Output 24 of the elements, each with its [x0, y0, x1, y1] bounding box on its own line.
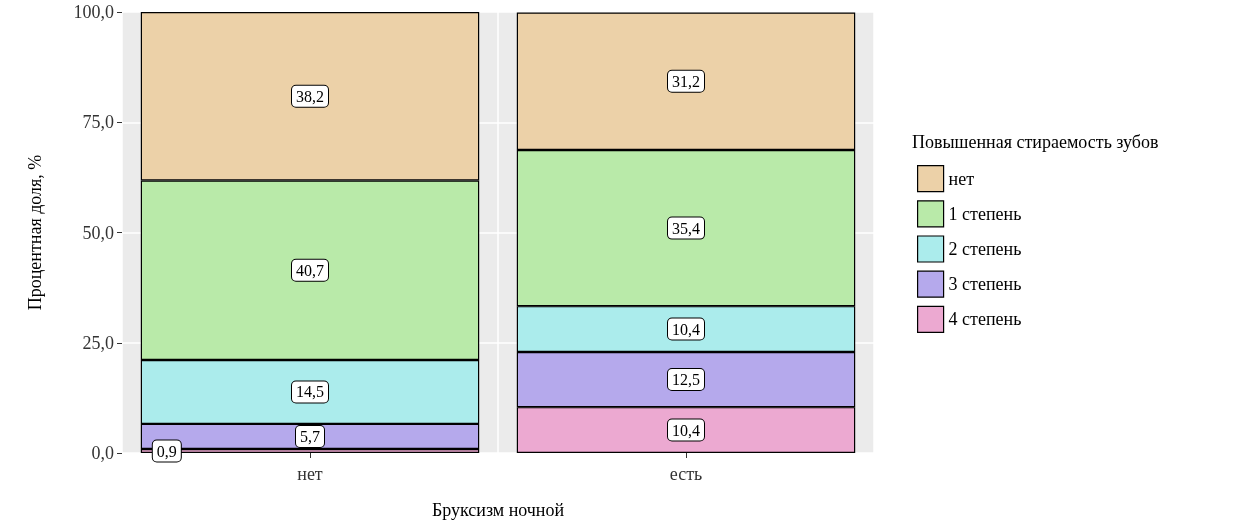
x-axis-title: Бруксизм ночной	[431, 500, 565, 520]
legend-label: 1 степень	[948, 203, 1022, 224]
legend-label: 3 степень	[948, 274, 1022, 295]
legend-label: 2 степень	[948, 239, 1022, 259]
x-tick-label: есть	[669, 464, 703, 484]
y-tick-label: 75,0	[82, 112, 114, 133]
y-tick-label: 25,0	[82, 332, 114, 353]
y-tick-label: 0,0	[91, 443, 114, 463]
y-tick-label: 100,0	[73, 2, 114, 22]
data-label: 10,4	[672, 320, 700, 338]
legend-label: нет	[948, 168, 975, 189]
data-label: 40,7	[296, 261, 324, 279]
data-label: 31,2	[672, 72, 700, 90]
legend-title: Повышенная стираемость зубов	[912, 132, 1159, 152]
data-label: 14,5	[296, 383, 324, 401]
data-label: 0,9	[156, 442, 177, 460]
data-label: 5,7	[300, 427, 320, 445]
data-label: 35,4	[672, 219, 700, 237]
y-tick-label: 50,0	[82, 222, 114, 243]
data-label: 38,2	[296, 87, 324, 105]
data-label: 12,5	[672, 371, 700, 389]
data-label: 10,4	[672, 421, 700, 439]
y-axis-title: Процентная доля, %	[25, 154, 45, 311]
legend-label: 4 степень	[948, 309, 1022, 330]
